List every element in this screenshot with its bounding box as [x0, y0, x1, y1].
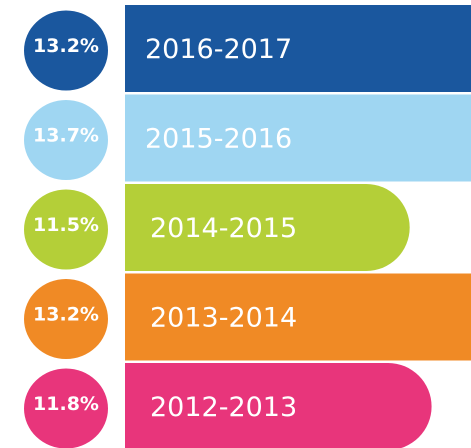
category-label: 2016-2017 [145, 34, 292, 65]
category-label: 2013-2014 [150, 303, 297, 334]
value-badge [24, 10, 108, 91]
value-label: 11.8% [33, 393, 99, 415]
category-label: 2015-2016 [145, 124, 292, 155]
value-badge [24, 189, 108, 270]
value-label: 13.7% [33, 125, 99, 147]
value-label: 11.5% [33, 214, 99, 236]
plot: 2016-2017 13.2% 2015-2016 13.7% 2014-2015 11.… [24, 5, 471, 448]
value-badge [24, 100, 108, 180]
category-label: 2012-2013 [150, 392, 297, 423]
bar [125, 273, 471, 361]
value-badge [24, 368, 108, 448]
value-label: 13.2% [33, 35, 99, 57]
value-badge [24, 279, 108, 359]
value-label: 13.2% [33, 304, 99, 326]
bar [125, 363, 432, 448]
bar [125, 94, 471, 182]
bar [125, 5, 471, 92]
category-label: 2014-2015 [150, 213, 297, 244]
bar [125, 184, 410, 271]
